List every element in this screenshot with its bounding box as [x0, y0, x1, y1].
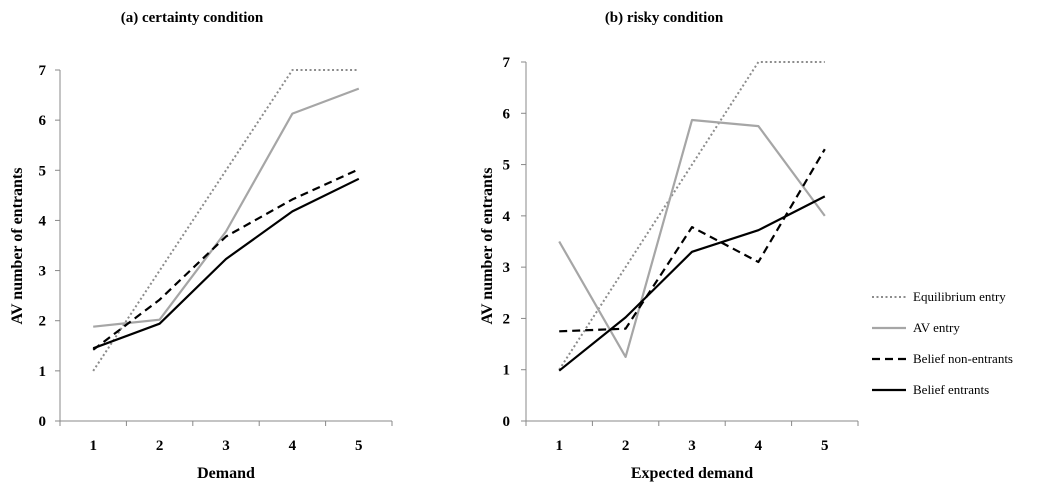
y-tick-label: 5: [503, 158, 511, 174]
series-lines: [92, 69, 360, 372]
x-tick-label: 5: [355, 438, 363, 454]
x-tick-label: 2: [156, 438, 164, 454]
y-tick-label: 3: [39, 264, 47, 280]
series-line-belief-entrants: [92, 177, 360, 350]
series-lines: [558, 61, 826, 372]
y-tick-label: 2: [503, 311, 511, 327]
legend: Equilibrium entry AV entry Belief non-entr…: [872, 289, 1013, 397]
series-line-av-entry: [93, 87, 360, 328]
x-tick-label: 5: [821, 438, 829, 454]
chart-title: (a) certainty condition: [121, 10, 264, 26]
y-tick-label: 3: [503, 260, 511, 276]
y-axis-label: AV number of entrants: [9, 168, 26, 325]
x-tick-label: 1: [555, 438, 563, 454]
y-tick-label: 5: [39, 163, 47, 179]
series-line-equilibrium-entry: [92, 69, 359, 372]
series-line-equilibrium-entry: [558, 61, 825, 371]
x-tick-label: 3: [688, 438, 696, 454]
legend-label: AV entry: [913, 320, 960, 335]
chart-risky-condition: (b) risky condition AV number of entrant…: [479, 10, 859, 482]
x-tick-label: 2: [622, 438, 630, 454]
y-tick-label: 1: [39, 364, 47, 380]
axes: [55, 69, 393, 426]
y-tick-label: 4: [503, 209, 511, 225]
y-tick-label: 7: [39, 63, 47, 79]
legend-label: Belief entrants: [913, 382, 989, 397]
y-tick-label: 6: [503, 106, 511, 122]
x-axis-label: Expected demand: [631, 465, 753, 482]
tick-labels: 0 1 2 3 4 5 6 7 1 2 3 4 5: [39, 63, 363, 454]
legend-label: Belief non-entrants: [913, 351, 1013, 366]
y-tick-label: 0: [503, 414, 511, 430]
chart-certainty-condition: (a) certainty condition AV number of ent…: [9, 10, 393, 482]
series-line-belief-non-entrants: [92, 168, 360, 351]
series-line-av-entry: [558, 118, 826, 358]
chart-title: (b) risky condition: [605, 10, 724, 26]
series-line-belief-non-entrants: [559, 148, 826, 333]
y-axis-label: AV number of entrants: [479, 168, 496, 325]
y-tick-label: 4: [39, 213, 47, 229]
tick-labels: 0 1 2 3 4 5 6 7 1 2 3 4 5: [503, 55, 829, 454]
y-tick-label: 1: [503, 363, 511, 379]
x-tick-label: 3: [222, 438, 230, 454]
axes: [521, 61, 859, 426]
x-tick-label: 4: [755, 438, 763, 454]
legend-label: Equilibrium entry: [913, 289, 1006, 304]
y-tick-label: 0: [39, 414, 47, 430]
x-axis-label: Demand: [197, 465, 255, 482]
y-tick-label: 2: [39, 314, 47, 330]
x-tick-label: 1: [89, 438, 97, 454]
series-line-belief-entrants: [558, 195, 826, 372]
y-tick-label: 7: [503, 55, 511, 71]
x-tick-label: 4: [289, 438, 297, 454]
y-tick-label: 6: [39, 113, 47, 129]
